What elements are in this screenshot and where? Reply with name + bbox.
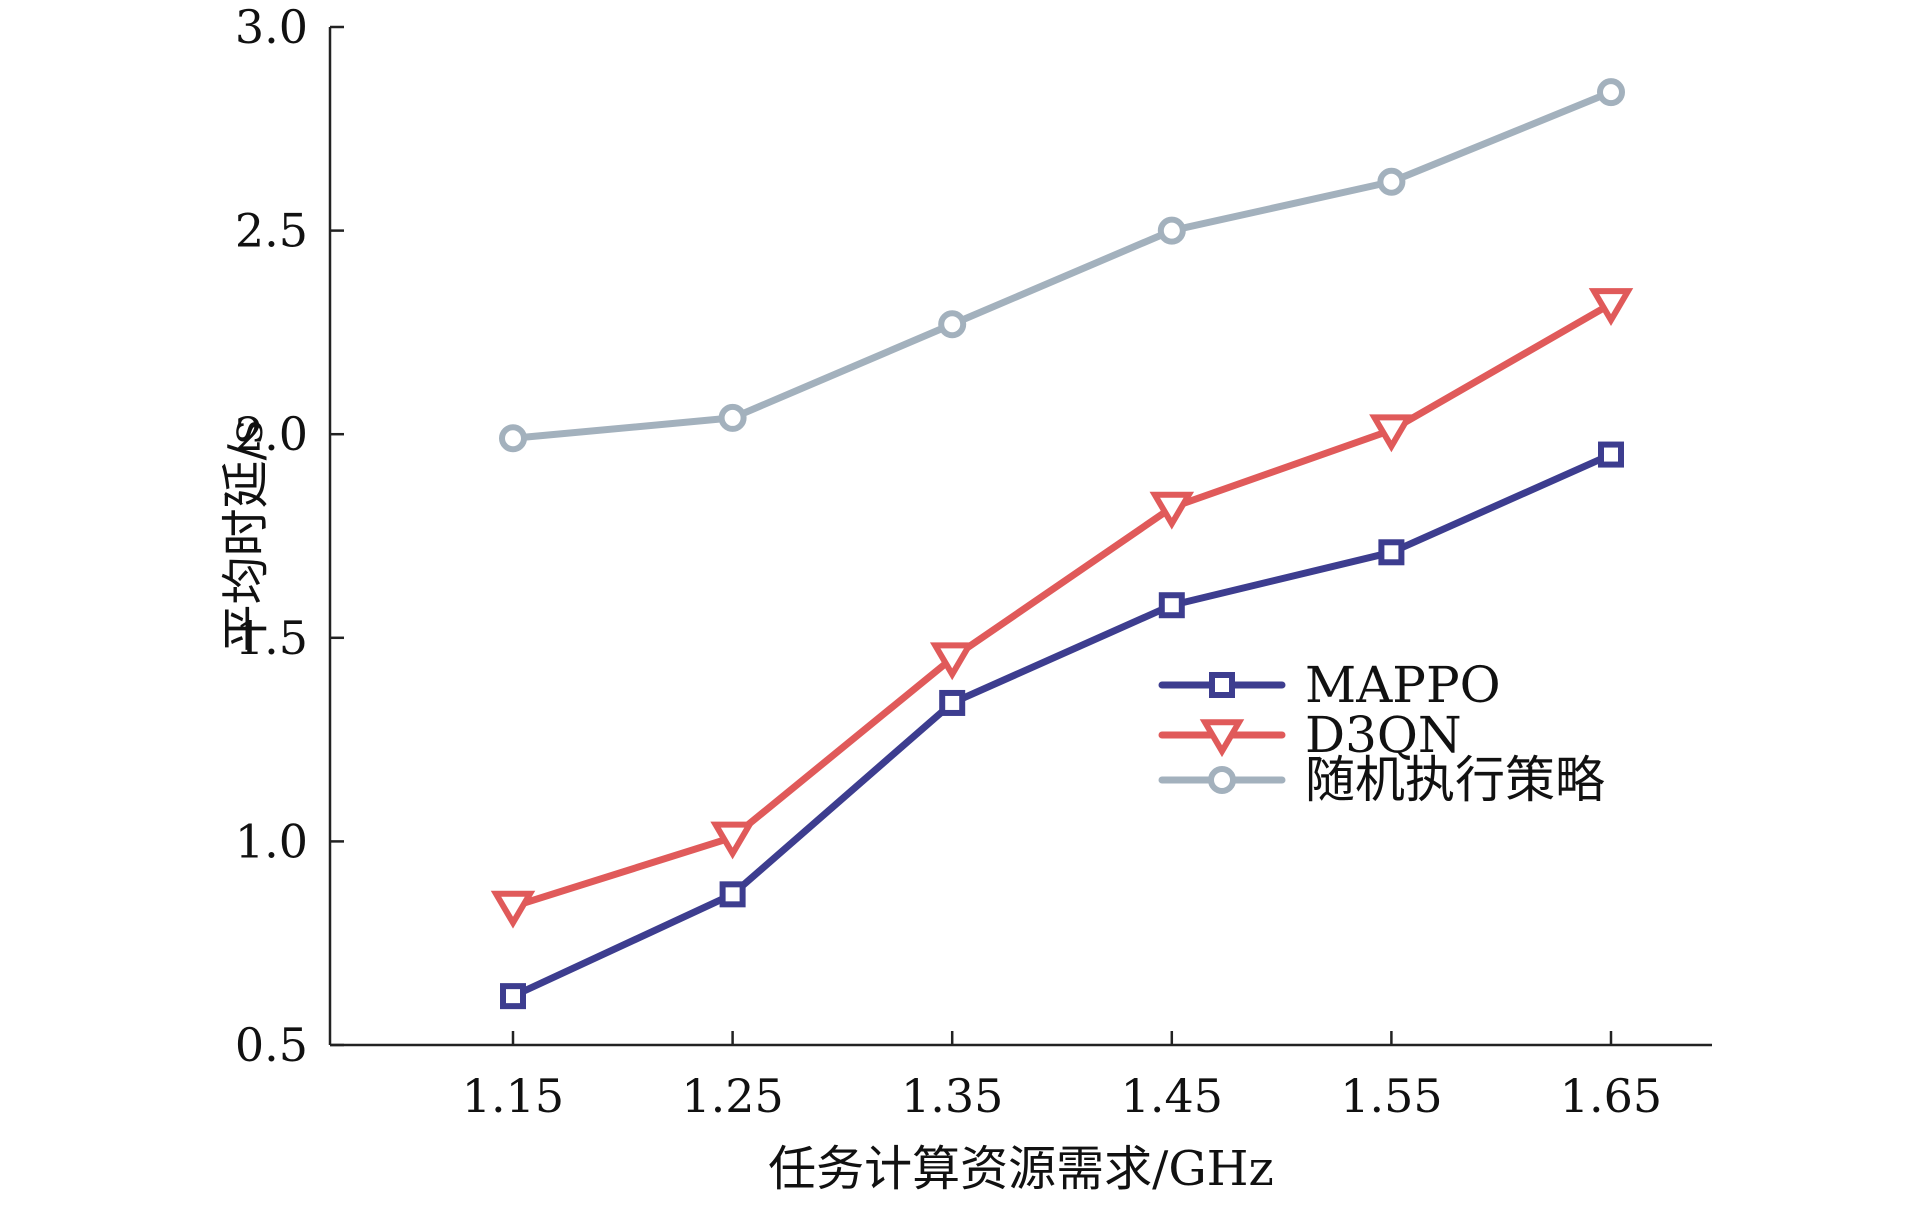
y-tick-label: 1.5 [235, 611, 308, 665]
data-point-marker [1377, 167, 1406, 196]
data-point-marker [1597, 78, 1625, 107]
y-tick-label: 0.5 [235, 1018, 308, 1072]
y-tick-label: 1.0 [235, 814, 308, 868]
legend-item-MAPPO: MAPPO [1158, 656, 1501, 714]
series-MAPPO [500, 441, 1624, 1010]
legend-item-随机执行策略: 随机执行策略 [1158, 751, 1605, 809]
data-point-marker [939, 689, 966, 716]
x-axis-ticks: 1.15 1.25 1.35 1.45 1.55 1.65 [462, 1031, 1662, 1123]
legend-label: 随机执行策略 [1305, 751, 1605, 809]
data-point-marker [718, 403, 747, 432]
axes [328, 27, 1712, 1047]
data-point-marker [710, 821, 755, 860]
x-tick-label: 1.65 [1560, 1069, 1662, 1123]
data-point-marker [1209, 672, 1235, 698]
y-tick-label: 2.0 [235, 407, 308, 461]
legend-label: D3QN [1305, 706, 1462, 764]
legend-item-D3QN: D3QN [1158, 706, 1462, 764]
y-tick-label: 2.5 [235, 204, 308, 258]
data-point-marker [719, 881, 746, 908]
series-line [509, 451, 1615, 1000]
data-point-marker [1588, 288, 1634, 326]
data-point-marker [929, 642, 975, 681]
x-tick-label: 1.45 [1121, 1069, 1223, 1123]
data-point-marker [1149, 491, 1195, 530]
data-point-marker [490, 890, 536, 929]
x-axis-label: 任务计算资源需求/GHz [768, 1141, 1274, 1197]
data-point-marker [1157, 216, 1186, 245]
data-point-marker [1378, 539, 1405, 566]
x-tick-label: 1.25 [681, 1069, 783, 1123]
series-line [509, 300, 1615, 911]
series-随机执行策略 [499, 78, 1625, 453]
y-tick-label: 3.0 [235, 0, 308, 54]
data-point-marker [1208, 766, 1236, 794]
legend-label: MAPPO [1305, 656, 1501, 714]
data-point-marker [1369, 414, 1414, 453]
x-tick-label: 1.35 [901, 1069, 1003, 1123]
data-point-marker [1158, 592, 1185, 619]
series-layer [490, 78, 1634, 1010]
data-point-marker [938, 310, 967, 339]
series-line [509, 88, 1615, 442]
y-axis-label: 平均时延/s [218, 420, 274, 653]
y-axis-ticks: 0.5 1.0 1.5 2.0 2.5 3.0 [235, 0, 344, 1072]
data-point-marker [1199, 719, 1245, 758]
series-D3QN [490, 288, 1634, 929]
data-point-marker [1598, 441, 1624, 468]
data-point-marker [500, 983, 526, 1010]
x-tick-label: 1.55 [1340, 1069, 1442, 1123]
x-tick-label: 1.15 [462, 1069, 564, 1123]
data-point-marker [499, 424, 527, 453]
